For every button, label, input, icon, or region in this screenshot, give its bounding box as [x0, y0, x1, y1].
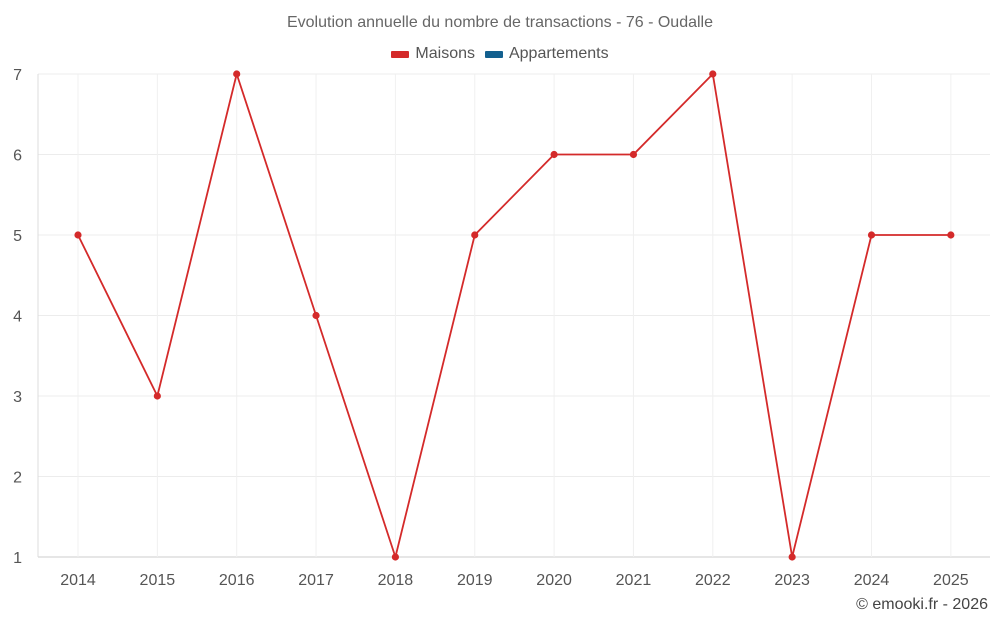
y-tick-label: 4: [13, 309, 22, 326]
legend-label-maisons: Maisons: [415, 45, 475, 62]
x-tick-label: 2017: [298, 572, 334, 589]
y-tick-label: 5: [13, 228, 22, 245]
x-tick-label: 2024: [854, 572, 890, 589]
legend-item-maisons[interactable]: Maisons: [391, 45, 475, 63]
data-point: [233, 70, 241, 78]
x-tick-label: 2020: [536, 572, 572, 589]
copyright-credit: © emooki.fr - 2026: [856, 596, 988, 613]
legend-swatch-appartements: [484, 50, 503, 58]
y-tick-label: 1: [13, 550, 22, 567]
data-point: [709, 70, 717, 78]
y-tick-label: 3: [13, 389, 22, 406]
data-point: [550, 150, 558, 159]
chart-title: Evolution annuelle du nombre de transact…: [286, 14, 714, 31]
x-tick-label: 2016: [219, 572, 255, 589]
x-tick-label: 2025: [933, 572, 969, 589]
legend-swatch-maisons: [391, 50, 410, 58]
data-point: [471, 231, 479, 239]
data-point: [153, 392, 161, 400]
data-point: [788, 553, 796, 561]
x-tick-label: 2018: [378, 572, 414, 589]
x-tick-label: 2023: [774, 572, 810, 589]
x-tick-label: 2022: [695, 572, 731, 589]
y-tick-label: 6: [13, 148, 22, 165]
data-point: [867, 231, 876, 239]
legend-label-appartements: Appartements: [508, 45, 609, 62]
x-tick-label: 2019: [457, 572, 493, 589]
data-point: [947, 231, 955, 239]
x-tick-label: 2021: [616, 572, 652, 589]
data-point: [74, 231, 82, 239]
data-point: [629, 150, 638, 159]
y-tick-label: 2: [13, 470, 22, 487]
chart-legend: Maisons Appartements: [0, 45, 1000, 63]
data-point: [312, 311, 320, 320]
series-line-maisons: [77, 73, 951, 558]
x-tick-label: 2014: [60, 572, 96, 589]
x-tick-label: 2015: [140, 572, 176, 589]
legend-item-appartements[interactable]: Appartements: [484, 45, 609, 63]
y-tick-label: 7: [13, 67, 22, 84]
data-point: [391, 553, 399, 561]
